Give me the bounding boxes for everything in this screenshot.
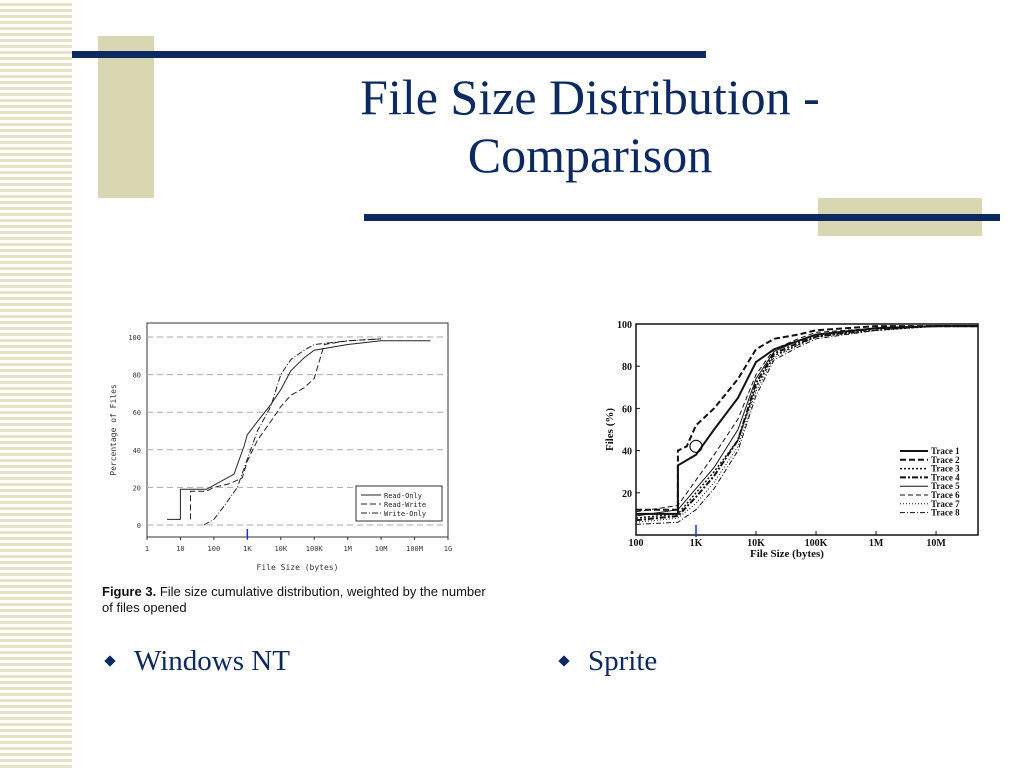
- x-tick-label: 100: [208, 545, 221, 553]
- x-tick-label: 10K: [747, 538, 765, 549]
- legend-label: Read-Only: [384, 492, 422, 500]
- bullet-label: Windows NT: [134, 645, 290, 677]
- y-tick-label: 60: [622, 404, 632, 415]
- legend-label: Trace 3: [931, 464, 960, 474]
- x-tick-label: 10M: [375, 545, 388, 553]
- bullet-label: Sprite: [588, 645, 658, 677]
- series-line-read-write: [190, 338, 382, 520]
- plot-frame: [146, 322, 449, 538]
- y-axis-label: Percentage of Files: [109, 384, 118, 476]
- caption-text: File size cumulative distribution, weigh…: [102, 584, 486, 615]
- title-rule-top: [72, 51, 706, 58]
- title-rule-bottom: [364, 214, 1000, 221]
- legend-label: Trace 1: [931, 446, 960, 456]
- striped-left-border: [0, 0, 72, 768]
- legend-label: Trace 4: [931, 472, 960, 482]
- legend-label: Trace 8: [931, 508, 960, 518]
- x-tick-label: 1K: [690, 538, 703, 549]
- y-tick-label: 100: [617, 320, 632, 331]
- series-line-trace-8: [635, 325, 978, 525]
- legend-label: Read-Write: [384, 501, 426, 509]
- legend-label: Trace 7: [931, 499, 960, 509]
- caption-label: Figure 3.: [102, 584, 157, 599]
- figure-caption: Figure 3. File size cumulative distribut…: [102, 584, 492, 616]
- y-tick-label: 60: [133, 409, 141, 417]
- series-line-trace-4: [635, 325, 978, 522]
- y-tick-label: 80: [622, 362, 632, 373]
- x-tick-label: 100K: [306, 545, 324, 553]
- y-tick-label: 40: [133, 447, 141, 455]
- title-line-1: File Size Distribution -: [360, 69, 820, 125]
- y-axis-label: Files (%): [604, 408, 616, 451]
- series-line-trace-5: [635, 325, 978, 517]
- x-tick-label: 100: [629, 538, 644, 549]
- x-tick-label: 1M: [869, 538, 884, 549]
- bullet-sprite: Sprite: [558, 645, 658, 678]
- legend-label: Trace 5: [931, 481, 960, 491]
- y-tick-label: 80: [133, 372, 141, 380]
- x-axis-label: File Size (bytes): [257, 563, 339, 572]
- x-tick-label: 1M: [343, 545, 351, 553]
- x-tick-label: 1K: [243, 545, 252, 553]
- y-tick-label: 40: [622, 447, 632, 458]
- legend-label: Write-Only: [384, 510, 426, 518]
- x-tick-label: 1G: [444, 545, 452, 553]
- slide-title: File Size Distribution - Comparison: [150, 68, 1024, 184]
- x-tick-label: 10K: [274, 545, 287, 553]
- series-line-trace-2: [636, 325, 978, 511]
- y-tick-label: 20: [133, 484, 141, 492]
- series-line-trace-3: [635, 325, 978, 519]
- x-tick-label: 100K: [805, 538, 828, 549]
- legend-label: Trace 2: [931, 455, 960, 465]
- series-line-write-only: [203, 338, 382, 526]
- x-tick-label: 1: [145, 545, 149, 553]
- series-line-trace-6: [635, 325, 978, 513]
- bullet-windows-nt: Windows NT: [104, 645, 290, 678]
- legend-label: Trace 6: [931, 490, 960, 500]
- x-axis-label: File Size (bytes): [750, 548, 824, 560]
- x-tick-label: 10M: [926, 538, 946, 549]
- x-tick-label: 100M: [406, 545, 423, 553]
- series-line-read-only: [167, 340, 431, 520]
- series-line-trace-7: [635, 325, 978, 523]
- plot-frame: [635, 323, 979, 536]
- windows-nt-chart: 0 20 40 60 80 100 1 10 100 1K 10K 100K 1M 10M 100M 1G Fi…: [109, 322, 452, 572]
- diamond-bullet-icon: [104, 655, 116, 667]
- title-line-2: Comparison: [467, 127, 713, 183]
- y-tick-label: 20: [622, 489, 632, 500]
- y-tick-label: 100: [128, 334, 141, 342]
- x-tick-label: 10: [176, 545, 184, 553]
- tan-accent-block-left: [98, 36, 154, 198]
- highlight-circle: [689, 439, 703, 453]
- sprite-chart: 20 40 60 80 100 100 1K 10K 100K 1M 10M File Size (b…: [604, 320, 979, 560]
- diamond-bullet-icon: [558, 655, 570, 667]
- y-tick-label: 0: [137, 522, 141, 530]
